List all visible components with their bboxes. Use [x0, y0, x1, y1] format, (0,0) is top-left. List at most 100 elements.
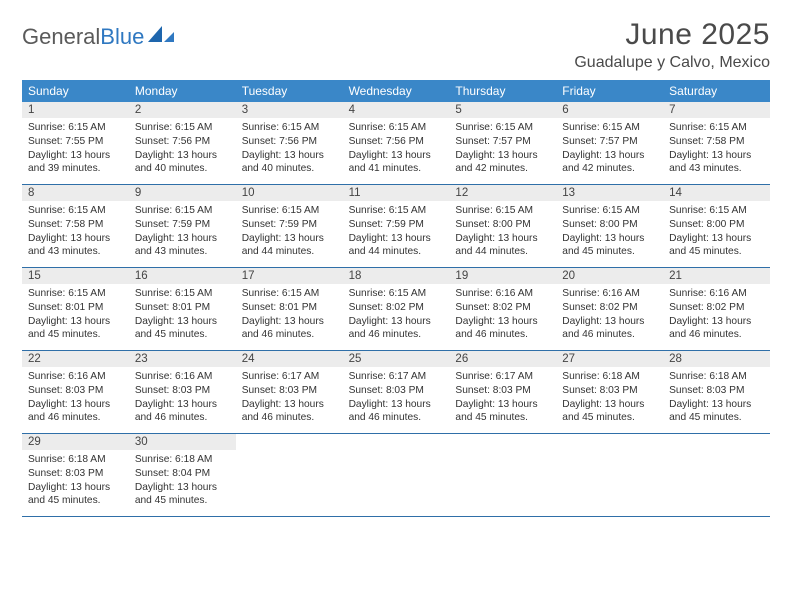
day-cell: 5Sunrise: 6:15 AMSunset: 7:57 PMDaylight… [449, 102, 556, 184]
daylight-line: Daylight: 13 hours and 45 minutes. [135, 481, 230, 509]
sunset-line: Sunset: 8:03 PM [135, 384, 230, 398]
empty-cell [236, 434, 343, 516]
day-cell: 19 Sunrise: 6:16 AMSunset: 8:02 PMDayligh… [449, 268, 556, 350]
empty-cell [449, 434, 556, 516]
daylight-line: Daylight: 13 hours and 46 minutes. [28, 398, 123, 426]
day-cell: 13Sunrise: 6:15 AMSunset: 8:00 PMDayligh… [556, 185, 663, 267]
empty-cell [663, 434, 770, 516]
day-cell: 15 Sunrise: 6:15 AMSunset: 8:01 PMDayligh… [22, 268, 129, 350]
day-number: 16 [129, 268, 236, 284]
day-info: Sunrise: 6:18 AMSunset: 8:03 PMDaylight:… [28, 453, 123, 508]
day-number: 7 [663, 102, 770, 118]
week-row: 1Sunrise: 6:15 AMSunset: 7:55 PMDaylight… [22, 102, 770, 185]
day-info: Sunrise: 6:16 AMSunset: 8:03 PMDaylight:… [135, 370, 230, 425]
daylight-line: Daylight: 13 hours and 42 minutes. [562, 149, 657, 177]
day-number: 9 [129, 185, 236, 201]
sunrise-line: Sunrise: 6:15 AM [562, 121, 657, 135]
sunset-line: Sunset: 7:56 PM [349, 135, 444, 149]
day-cell: 7Sunrise: 6:15 AMSunset: 7:58 PMDaylight… [663, 102, 770, 184]
week-row: 8 Sunrise: 6:15 AMSunset: 7:58 PMDaylight… [22, 185, 770, 268]
sunset-line: Sunset: 8:04 PM [135, 467, 230, 481]
daylight-line: Daylight: 13 hours and 45 minutes. [669, 232, 764, 260]
sunset-line: Sunset: 8:03 PM [562, 384, 657, 398]
day-info: Sunrise: 6:15 AMSunset: 7:59 PMDaylight:… [135, 204, 230, 259]
day-info: Sunrise: 6:15 AMSunset: 8:00 PMDaylight:… [562, 204, 657, 259]
day-info: Sunrise: 6:15 AMSunset: 8:01 PMDaylight:… [135, 287, 230, 342]
sunset-line: Sunset: 8:03 PM [349, 384, 444, 398]
day-number: 28 [663, 351, 770, 367]
day-number: 8 [22, 185, 129, 201]
daylight-line: Daylight: 13 hours and 46 minutes. [242, 398, 337, 426]
day-header-cell: Monday [129, 80, 236, 102]
sunset-line: Sunset: 7:59 PM [242, 218, 337, 232]
week-row: 29Sunrise: 6:18 AMSunset: 8:03 PMDayligh… [22, 434, 770, 517]
month-title: June 2025 [574, 18, 770, 52]
sunrise-line: Sunrise: 6:16 AM [135, 370, 230, 384]
day-cell: 22Sunrise: 6:16 AMSunset: 8:03 PMDayligh… [22, 351, 129, 433]
sunrise-line: Sunrise: 6:15 AM [135, 121, 230, 135]
sunrise-line: Sunrise: 6:16 AM [669, 287, 764, 301]
sunset-line: Sunset: 7:59 PM [349, 218, 444, 232]
sunrise-line: Sunrise: 6:18 AM [28, 453, 123, 467]
sunset-line: Sunset: 7:55 PM [28, 135, 123, 149]
sunset-line: Sunset: 7:59 PM [135, 218, 230, 232]
day-header-row: SundayMondayTuesdayWednesdayThursdayFrid… [22, 80, 770, 102]
daylight-line: Daylight: 13 hours and 46 minutes. [242, 315, 337, 343]
day-info: Sunrise: 6:15 AMSunset: 8:02 PMDaylight:… [349, 287, 444, 342]
day-info: Sunrise: 6:15 AMSunset: 7:56 PMDaylight:… [242, 121, 337, 176]
sunrise-line: Sunrise: 6:15 AM [669, 204, 764, 218]
weeks-container: 1Sunrise: 6:15 AMSunset: 7:55 PMDaylight… [22, 102, 770, 517]
sunrise-line: Sunrise: 6:15 AM [562, 204, 657, 218]
sunset-line: Sunset: 8:00 PM [669, 218, 764, 232]
day-number: 19 [449, 268, 556, 284]
day-header-cell: Thursday [449, 80, 556, 102]
sunrise-line: Sunrise: 6:15 AM [669, 121, 764, 135]
day-header-cell: Wednesday [343, 80, 450, 102]
day-info: Sunrise: 6:15 AMSunset: 7:55 PMDaylight:… [28, 121, 123, 176]
day-cell: 3Sunrise: 6:15 AMSunset: 7:56 PMDaylight… [236, 102, 343, 184]
day-info: Sunrise: 6:15 AMSunset: 7:58 PMDaylight:… [28, 204, 123, 259]
day-number: 15 [22, 268, 129, 284]
header: GeneralBlue June 2025 Guadalupe y Calvo,… [22, 18, 770, 72]
sunrise-line: Sunrise: 6:18 AM [669, 370, 764, 384]
day-cell: 10Sunrise: 6:15 AMSunset: 7:59 PMDayligh… [236, 185, 343, 267]
day-number: 25 [343, 351, 450, 367]
daylight-line: Daylight: 13 hours and 44 minutes. [455, 232, 550, 260]
daylight-line: Daylight: 13 hours and 46 minutes. [669, 315, 764, 343]
sunset-line: Sunset: 8:01 PM [28, 301, 123, 315]
sunset-line: Sunset: 8:01 PM [135, 301, 230, 315]
day-info: Sunrise: 6:15 AMSunset: 8:00 PMDaylight:… [455, 204, 550, 259]
day-info: Sunrise: 6:15 AMSunset: 7:56 PMDaylight:… [135, 121, 230, 176]
day-number: 30 [129, 434, 236, 450]
sunset-line: Sunset: 8:03 PM [242, 384, 337, 398]
day-info: Sunrise: 6:18 AMSunset: 8:03 PMDaylight:… [562, 370, 657, 425]
daylight-line: Daylight: 13 hours and 39 minutes. [28, 149, 123, 177]
day-info: Sunrise: 6:16 AMSunset: 8:02 PMDaylight:… [455, 287, 550, 342]
daylight-line: Daylight: 13 hours and 44 minutes. [349, 232, 444, 260]
day-cell: 8 Sunrise: 6:15 AMSunset: 7:58 PMDaylight… [22, 185, 129, 267]
empty-cell [556, 434, 663, 516]
sunset-line: Sunset: 8:02 PM [349, 301, 444, 315]
day-number: 20 [556, 268, 663, 284]
sunrise-line: Sunrise: 6:15 AM [135, 287, 230, 301]
day-cell: 14Sunrise: 6:15 AMSunset: 8:00 PMDayligh… [663, 185, 770, 267]
daylight-line: Daylight: 13 hours and 45 minutes. [28, 315, 123, 343]
day-number: 24 [236, 351, 343, 367]
day-header-cell: Sunday [22, 80, 129, 102]
sunrise-line: Sunrise: 6:15 AM [349, 121, 444, 135]
day-info: Sunrise: 6:15 AMSunset: 8:01 PMDaylight:… [28, 287, 123, 342]
daylight-line: Daylight: 13 hours and 45 minutes. [669, 398, 764, 426]
day-info: Sunrise: 6:16 AMSunset: 8:03 PMDaylight:… [28, 370, 123, 425]
sunrise-line: Sunrise: 6:17 AM [242, 370, 337, 384]
sunrise-line: Sunrise: 6:15 AM [455, 121, 550, 135]
daylight-line: Daylight: 13 hours and 45 minutes. [135, 315, 230, 343]
daylight-line: Daylight: 13 hours and 45 minutes. [28, 481, 123, 509]
day-header-cell: Friday [556, 80, 663, 102]
sunrise-line: Sunrise: 6:15 AM [28, 204, 123, 218]
daylight-line: Daylight: 13 hours and 40 minutes. [135, 149, 230, 177]
day-number: 21 [663, 268, 770, 284]
day-cell: 21Sunrise: 6:16 AMSunset: 8:02 PMDayligh… [663, 268, 770, 350]
title-block: June 2025 Guadalupe y Calvo, Mexico [574, 18, 770, 72]
day-number: 2 [129, 102, 236, 118]
day-cell: 1Sunrise: 6:15 AMSunset: 7:55 PMDaylight… [22, 102, 129, 184]
